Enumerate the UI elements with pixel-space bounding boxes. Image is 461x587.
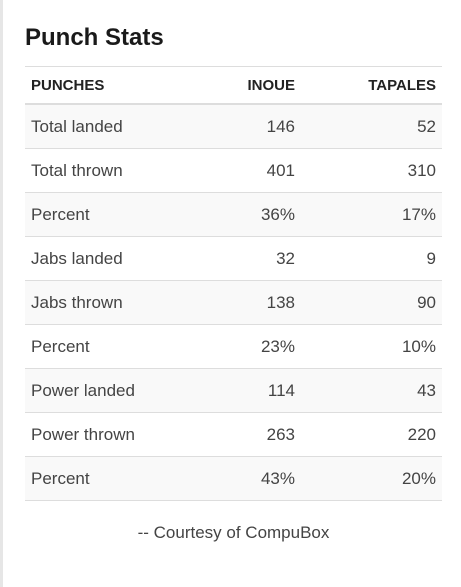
table-header-row: PUNCHES INOUE TAPALES <box>25 66 442 105</box>
inoue-value: 23% <box>215 324 301 369</box>
inoue-value: 146 <box>215 104 301 149</box>
row-label: Jabs thrown <box>25 280 215 325</box>
table-row: Power landed 114 43 <box>25 368 442 413</box>
tapales-value: 10% <box>301 324 442 369</box>
tapales-value: 52 <box>301 104 442 149</box>
row-label: Total thrown <box>25 148 215 193</box>
table-row: Total landed 146 52 <box>25 104 442 149</box>
row-label: Power landed <box>25 368 215 413</box>
inoue-value: 32 <box>215 236 301 281</box>
inoue-value: 263 <box>215 412 301 457</box>
inoue-value: 43% <box>215 456 301 501</box>
table-row: Percent 23% 10% <box>25 324 442 369</box>
tapales-value: 20% <box>301 456 442 501</box>
punch-stats-card: Punch Stats PUNCHES INOUE TAPALES Total … <box>25 22 442 543</box>
inoue-value: 36% <box>215 192 301 237</box>
tapales-value: 9 <box>301 236 442 281</box>
source-credit: -- Courtesy of CompuBox <box>137 523 330 542</box>
table-row: Percent 36% 17% <box>25 192 442 237</box>
tapales-value: 17% <box>301 192 442 237</box>
tapales-value: 43 <box>301 368 442 413</box>
column-header-inoue: INOUE <box>215 66 301 105</box>
tapales-value: 90 <box>301 280 442 325</box>
row-label: Total landed <box>25 104 215 149</box>
column-header-tapales: TAPALES <box>301 66 442 105</box>
inoue-value: 401 <box>215 148 301 193</box>
tapales-value: 220 <box>301 412 442 457</box>
inoue-value: 138 <box>215 280 301 325</box>
table-row: Percent 43% 20% <box>25 456 442 501</box>
punch-stats-table: PUNCHES INOUE TAPALES Total landed 146 5… <box>25 66 442 501</box>
table-row: Jabs thrown 138 90 <box>25 280 442 325</box>
table-row: Power thrown 263 220 <box>25 412 442 457</box>
row-label: Percent <box>25 324 215 369</box>
column-header-punches: PUNCHES <box>25 66 215 105</box>
row-label: Power thrown <box>25 412 215 457</box>
table-row: Jabs landed 32 9 <box>25 236 442 281</box>
left-border-rule <box>0 0 3 587</box>
tapales-value: 310 <box>301 148 442 193</box>
page-title: Punch Stats <box>25 24 164 51</box>
inoue-value: 114 <box>215 368 301 413</box>
row-label: Jabs landed <box>25 236 215 281</box>
row-label: Percent <box>25 456 215 501</box>
table-row: Total thrown 401 310 <box>25 148 442 193</box>
row-label: Percent <box>25 192 215 237</box>
